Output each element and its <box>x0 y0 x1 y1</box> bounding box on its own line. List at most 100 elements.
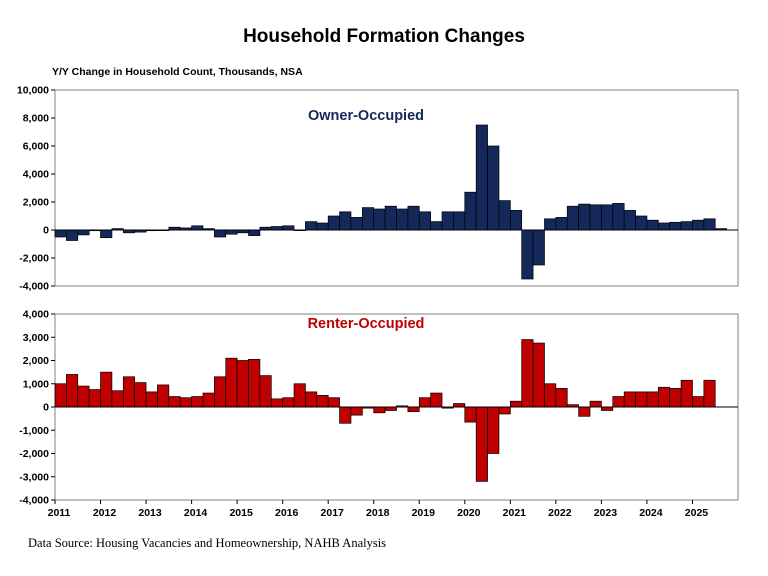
owner-bar <box>54 229 67 238</box>
renter-bar <box>100 371 113 408</box>
renter-bar <box>555 388 568 408</box>
owner-y-tick-label: -2,000 <box>19 253 49 265</box>
owner-bar <box>77 229 90 236</box>
renter-bar <box>339 406 352 424</box>
renter-y-tick-label: -1,000 <box>19 425 49 437</box>
owner-bar <box>430 221 443 231</box>
owner-bar <box>612 203 625 231</box>
renter-bar <box>145 391 158 408</box>
renter-y-tick-label: 4,000 <box>23 309 49 321</box>
renter-bar <box>270 398 284 408</box>
owner-bar <box>680 221 693 231</box>
renter-bar <box>350 406 363 416</box>
renter-bar <box>54 383 67 408</box>
owner-bar <box>509 210 523 231</box>
renter-bar <box>214 376 227 408</box>
renter-y-tick-label: 2,000 <box>23 355 49 367</box>
renter-bar <box>66 374 79 408</box>
x-tick-label: 2014 <box>184 507 208 519</box>
renter-bar <box>236 360 249 408</box>
renter-bar <box>692 396 705 408</box>
renter-bar <box>191 396 204 408</box>
owner-bar <box>248 229 261 236</box>
renter-bar <box>202 392 215 408</box>
owner-bar <box>339 211 352 231</box>
renter-bar <box>680 379 693 408</box>
owner-bar <box>669 221 682 231</box>
renter-bar <box>646 391 659 408</box>
renter-bar <box>589 400 602 408</box>
owner-bar <box>532 229 545 266</box>
renter-bar <box>282 397 295 408</box>
chart-title: Household Formation Changes <box>243 26 525 47</box>
x-tick-label: 2015 <box>229 507 253 519</box>
renter-bar <box>122 376 136 408</box>
owner-bar <box>396 208 409 231</box>
x-tick-label: 2020 <box>457 507 481 519</box>
renter-bar <box>259 375 272 408</box>
renter-bar <box>544 383 557 408</box>
owner-bar <box>373 208 386 231</box>
renter-y-tick-label: 3,000 <box>23 332 49 344</box>
renter-bar <box>407 406 420 413</box>
owner-bar <box>521 229 534 280</box>
renter-bar <box>623 391 636 408</box>
renter-bar <box>373 406 386 414</box>
renter-y-tick-label: -3,000 <box>19 471 49 483</box>
x-tick-label: 2017 <box>321 507 345 519</box>
renter-bar <box>578 406 591 417</box>
renter-bar <box>327 397 340 408</box>
renter-bar <box>225 357 238 408</box>
owner-bar <box>305 221 318 231</box>
renter-bar <box>111 390 124 408</box>
x-axis: 2011 2012 2013 2014 2015 2016 2017 2018 2019 2020… <box>48 500 708 519</box>
renter-y-tick-label: -4,000 <box>19 495 49 507</box>
owner-bar <box>601 204 614 231</box>
renter-bar <box>293 383 306 408</box>
renter-bar <box>316 395 329 408</box>
owner-bar <box>703 218 716 231</box>
renter-bar <box>88 389 101 408</box>
owner-bar <box>578 203 591 231</box>
renter-bar <box>509 400 523 408</box>
owner-bar <box>475 124 488 231</box>
owner-bar <box>544 218 557 231</box>
owner-bar <box>191 225 204 231</box>
renter-bar <box>157 384 170 408</box>
renter-bar <box>418 397 431 408</box>
owner-bar <box>214 229 227 238</box>
x-tick-label: 2013 <box>138 507 162 519</box>
owner-bar <box>635 215 648 231</box>
renter-bar <box>703 379 716 408</box>
owner-y-tick-label: 4,000 <box>23 169 49 181</box>
owner-panel-label: Owner-Occupied <box>308 108 424 124</box>
owner-bar <box>441 211 454 231</box>
owner-bar <box>623 210 636 231</box>
y-axis-label: Y/Y Change in Household Count, Thousands… <box>52 66 303 78</box>
renter-panel-label: Renter-Occupied <box>308 316 425 332</box>
owner-bar <box>270 226 284 231</box>
renter-bar <box>657 386 671 408</box>
renter-bar <box>635 391 648 408</box>
renter-bar <box>498 406 511 415</box>
owner-bar <box>498 200 511 231</box>
owner-plot-frame <box>54 89 739 287</box>
owner-bar <box>407 205 420 231</box>
renter-bar <box>384 406 397 411</box>
renter-y-tick-label: 1,000 <box>23 378 49 390</box>
renter-bar <box>248 358 261 408</box>
renter-bar <box>521 339 534 408</box>
x-tick-label: 2022 <box>548 507 572 519</box>
owner-bar <box>362 207 375 231</box>
owner-y-tick-label: 10,000 <box>17 85 49 97</box>
owner-bar <box>453 211 466 231</box>
owner-bar <box>384 205 397 231</box>
owner-bar <box>316 222 329 231</box>
renter-y-tick-label: -2,000 <box>19 448 49 460</box>
owner-y-tick-label: 8,000 <box>23 113 49 125</box>
owner-occupied-panel: -4,000 -2,000 0 2,000 4,000 6,000 8,000 10,000 O… <box>17 85 739 293</box>
renter-bar <box>487 406 500 454</box>
x-tick-label: 2012 <box>93 507 117 519</box>
x-tick-label: 2018 <box>366 507 390 519</box>
